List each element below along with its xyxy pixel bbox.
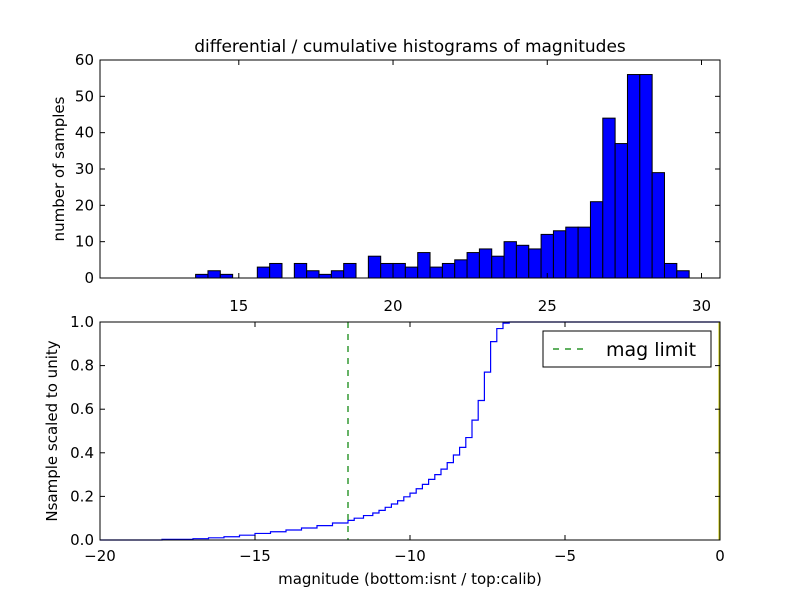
top-ytick-label: 0 [84,269,94,287]
histogram-bar [626,74,641,279]
histogram-bar [330,270,345,279]
histogram-bar [417,252,431,279]
top-ytick-label: 40 [75,124,94,142]
histogram-bar [515,244,530,279]
histogram-bar [429,266,443,279]
top-xtick-label: 30 [692,297,711,315]
legend: mag limit [542,330,712,368]
histogram-bar [639,74,653,279]
histogram-bar [528,248,542,279]
bottom-ticks-group: 0.0 0.2 0.4 0.6 0.8 1.0 −20 −15 −10 −5 0 [70,313,725,565]
histogram-bar [293,262,308,279]
histogram-bar [552,230,567,279]
histogram-bar [454,259,468,279]
bottom-cumulative-panel: 0.0 0.2 0.4 0.6 0.8 1.0 −20 −15 −10 −5 0 magnitude… [43,313,725,588]
histogram-bar [491,255,505,279]
cumulative-step-line [100,321,720,541]
bottom-ytick-label: 0.4 [70,444,94,462]
histogram-bar [577,226,591,279]
histogram-bar [614,143,628,279]
histogram-bar [404,266,419,279]
bottom-xtick-label: 0 [715,547,725,565]
bottom-ytick-label: 0.6 [70,400,94,418]
bottom-ytick-label: 1.0 [70,313,94,331]
histogram-bar [306,270,320,279]
top-xtick-label: 25 [538,297,557,315]
histogram-bar [219,273,234,279]
top-histogram-panel: differential / cumulative histograms of … [50,37,721,315]
histogram-bar [256,266,271,279]
legend-label: mag limit [606,339,696,361]
top-ytick-label: 30 [75,160,94,178]
top-ylabel: number of samples [50,96,68,241]
histogram-bar [540,233,554,279]
histogram-bar [367,255,382,279]
histogram-bar [478,248,493,279]
top-xtick-label: 15 [229,297,248,315]
bottom-ylabel: Nsample scaled to unity [43,340,61,521]
histogram-bar [589,201,604,279]
histogram-bar [195,273,209,279]
top-ticks-group: 0 10 20 30 40 50 60 15 20 25 30 [75,51,720,315]
histogram-bar [343,262,357,279]
top-ytick-label: 60 [75,51,94,69]
top-ytick-label: 20 [75,196,94,214]
top-ytick-label: 50 [75,87,94,105]
bottom-xtick-label: −20 [84,547,116,565]
histogram-bar [676,270,690,279]
top-bars-group [195,74,690,279]
top-chart-title: differential / cumulative histograms of … [194,37,626,57]
histogram-bar [380,262,394,279]
histogram-bar [318,273,332,279]
bottom-ytick-label: 0.8 [70,357,94,375]
bottom-xtick-label: −15 [239,547,271,565]
top-ytick-label: 10 [75,233,94,251]
histogram-bar [466,252,480,279]
bottom-xlabel: magnitude (bottom:isnt / top:calib) [278,570,542,588]
histogram-bar [207,270,221,279]
histogram-bar [565,226,579,279]
bottom-ytick-label: 0.0 [70,531,94,549]
bottom-xtick-label: −5 [554,547,576,565]
bottom-xtick-label: −10 [394,547,426,565]
histogram-bar [602,117,616,279]
histogram-bar [651,172,665,279]
bottom-ytick-label: 0.2 [70,487,94,505]
histogram-bar [441,262,456,279]
histogram-bar [663,262,678,279]
histogram-bar [269,262,283,279]
histogram-bar [392,262,406,279]
histogram-bar [503,241,517,279]
bottom-lines-group [100,321,720,541]
top-xtick-label: 20 [383,297,402,315]
